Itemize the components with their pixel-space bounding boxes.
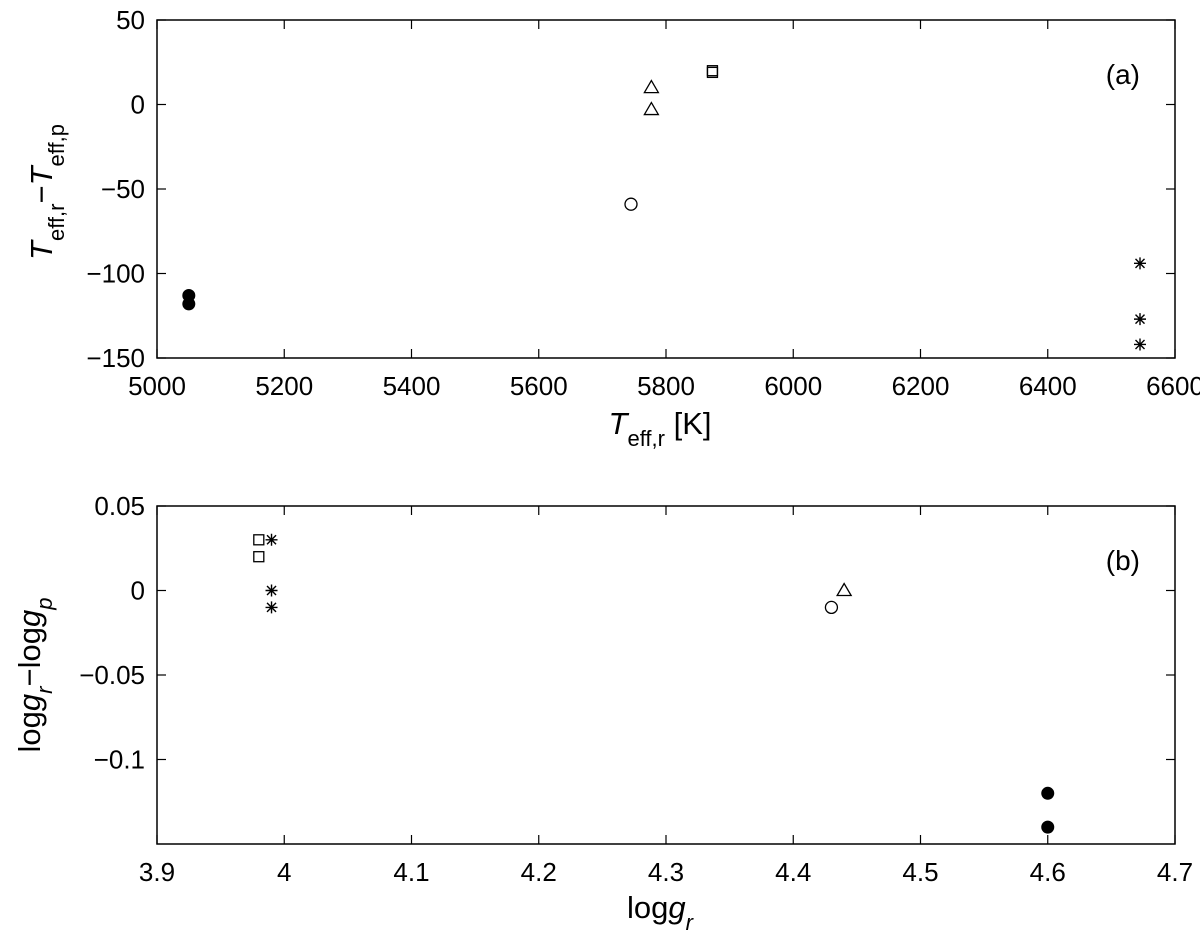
panel-b-point-asterisk bbox=[265, 533, 278, 546]
panel-b-marks bbox=[253, 533, 1055, 834]
panel-a-x-tick-label: 6000 bbox=[764, 371, 822, 401]
panel-b-y-tick-label: 0 bbox=[131, 576, 145, 606]
panel-b-label: (b) bbox=[1106, 545, 1140, 576]
panel-b-y-tick-label: 0.05 bbox=[94, 491, 145, 521]
panel-a-y-ticks: 50 0 −50 −100 −150 bbox=[86, 5, 1175, 373]
panel-b-y-tick-label: −0.05 bbox=[79, 660, 145, 690]
panel-b-point-filled-circle bbox=[1041, 786, 1055, 800]
panel-a-x-tick-label: 6600 bbox=[1146, 371, 1200, 401]
panel-a-point-asterisk bbox=[1134, 313, 1147, 326]
panel-b-x-tick-label: 3.9 bbox=[139, 857, 175, 887]
panel-b-x-ticks: 3.9 4 4.1 4.2 4.3 4.4 4.5 4.6 4.7 bbox=[139, 506, 1193, 887]
panel-a-axes-frame bbox=[156, 19, 1176, 359]
panel-a-x-axis-label: Teff,r [K] bbox=[609, 406, 712, 451]
panel-a-x-tick-label: 5800 bbox=[637, 371, 695, 401]
panel-a-point-asterisk bbox=[1134, 257, 1147, 270]
panel-a-label: (a) bbox=[1106, 59, 1140, 90]
panel-b-point-square bbox=[253, 534, 265, 546]
panel-a-point-asterisk bbox=[1134, 338, 1147, 351]
panel-b: 3.9 4 4.1 4.2 4.3 4.4 4.5 4.6 4.7 0.05 0 −0.05 −0.1… bbox=[12, 491, 1193, 935]
panel-a-y-tick-label: −50 bbox=[101, 174, 145, 204]
panel-a-y-tick-label: −100 bbox=[86, 259, 145, 289]
panel-b-x-axis-label: loggr bbox=[627, 890, 695, 935]
panel-a-x-tick-label: 6400 bbox=[1019, 371, 1077, 401]
panel-b-x-tick-label: 4 bbox=[277, 857, 291, 887]
panel-b-point-filled-circle bbox=[1041, 820, 1055, 834]
panel-b-x-tick-label: 4.2 bbox=[521, 857, 557, 887]
panel-b-point-open-circle bbox=[824, 600, 839, 615]
panel-a-x-ticks: 5000 5200 5400 5600 5800 6000 6200 6400 6600 bbox=[128, 20, 1200, 401]
panel-b-x-tick-label: 4.4 bbox=[775, 857, 811, 887]
panel-a-marks bbox=[182, 65, 1147, 351]
panel-a-x-tick-label: 5400 bbox=[383, 371, 441, 401]
panel-b-x-tick-label: 4.3 bbox=[648, 857, 684, 887]
panel-b-y-tick-label: −0.1 bbox=[94, 745, 145, 775]
panel-a-y-axis-label: Teff,r−Teff,p bbox=[24, 124, 69, 260]
panel-a-point-triangle bbox=[643, 101, 660, 116]
panel-a-y-tick-label: 50 bbox=[116, 5, 145, 35]
panel-b-x-tick-label: 4.5 bbox=[902, 857, 938, 887]
panel-a-x-tick-label: 5200 bbox=[255, 371, 313, 401]
panel-a-point-filled-circle bbox=[182, 297, 196, 311]
panel-b-x-tick-label: 4.7 bbox=[1157, 857, 1193, 887]
panel-a: 5000 5200 5400 5600 5800 6000 6200 6400 6600 500… bbox=[24, 5, 1200, 451]
panel-b-x-tick-label: 4.6 bbox=[1030, 857, 1066, 887]
panel-a-x-tick-label: 5000 bbox=[128, 371, 186, 401]
panel-a-x-tick-label: 5600 bbox=[510, 371, 568, 401]
panel-b-point-square bbox=[253, 551, 265, 563]
panel-a-x-tick-label: 6200 bbox=[892, 371, 950, 401]
panel-b-point-triangle bbox=[836, 582, 853, 597]
panel-b-point-asterisk bbox=[265, 601, 278, 614]
panel-b-axes-frame bbox=[156, 505, 1176, 845]
panel-a-point-triangle bbox=[643, 79, 660, 94]
panel-a-point-open-circle bbox=[624, 197, 638, 211]
panel-b-x-tick-label: 4.1 bbox=[393, 857, 429, 887]
panel-b-y-axis-label: loggr−loggp bbox=[12, 598, 57, 753]
panel-b-point-asterisk bbox=[265, 584, 278, 597]
panel-a-y-tick-label: 0 bbox=[131, 90, 145, 120]
panel-a-y-tick-label: −150 bbox=[86, 343, 145, 373]
panel-b-y-ticks: 0.05 0 −0.05 −0.1 bbox=[79, 491, 1175, 775]
panel-a-point-square bbox=[706, 66, 719, 79]
